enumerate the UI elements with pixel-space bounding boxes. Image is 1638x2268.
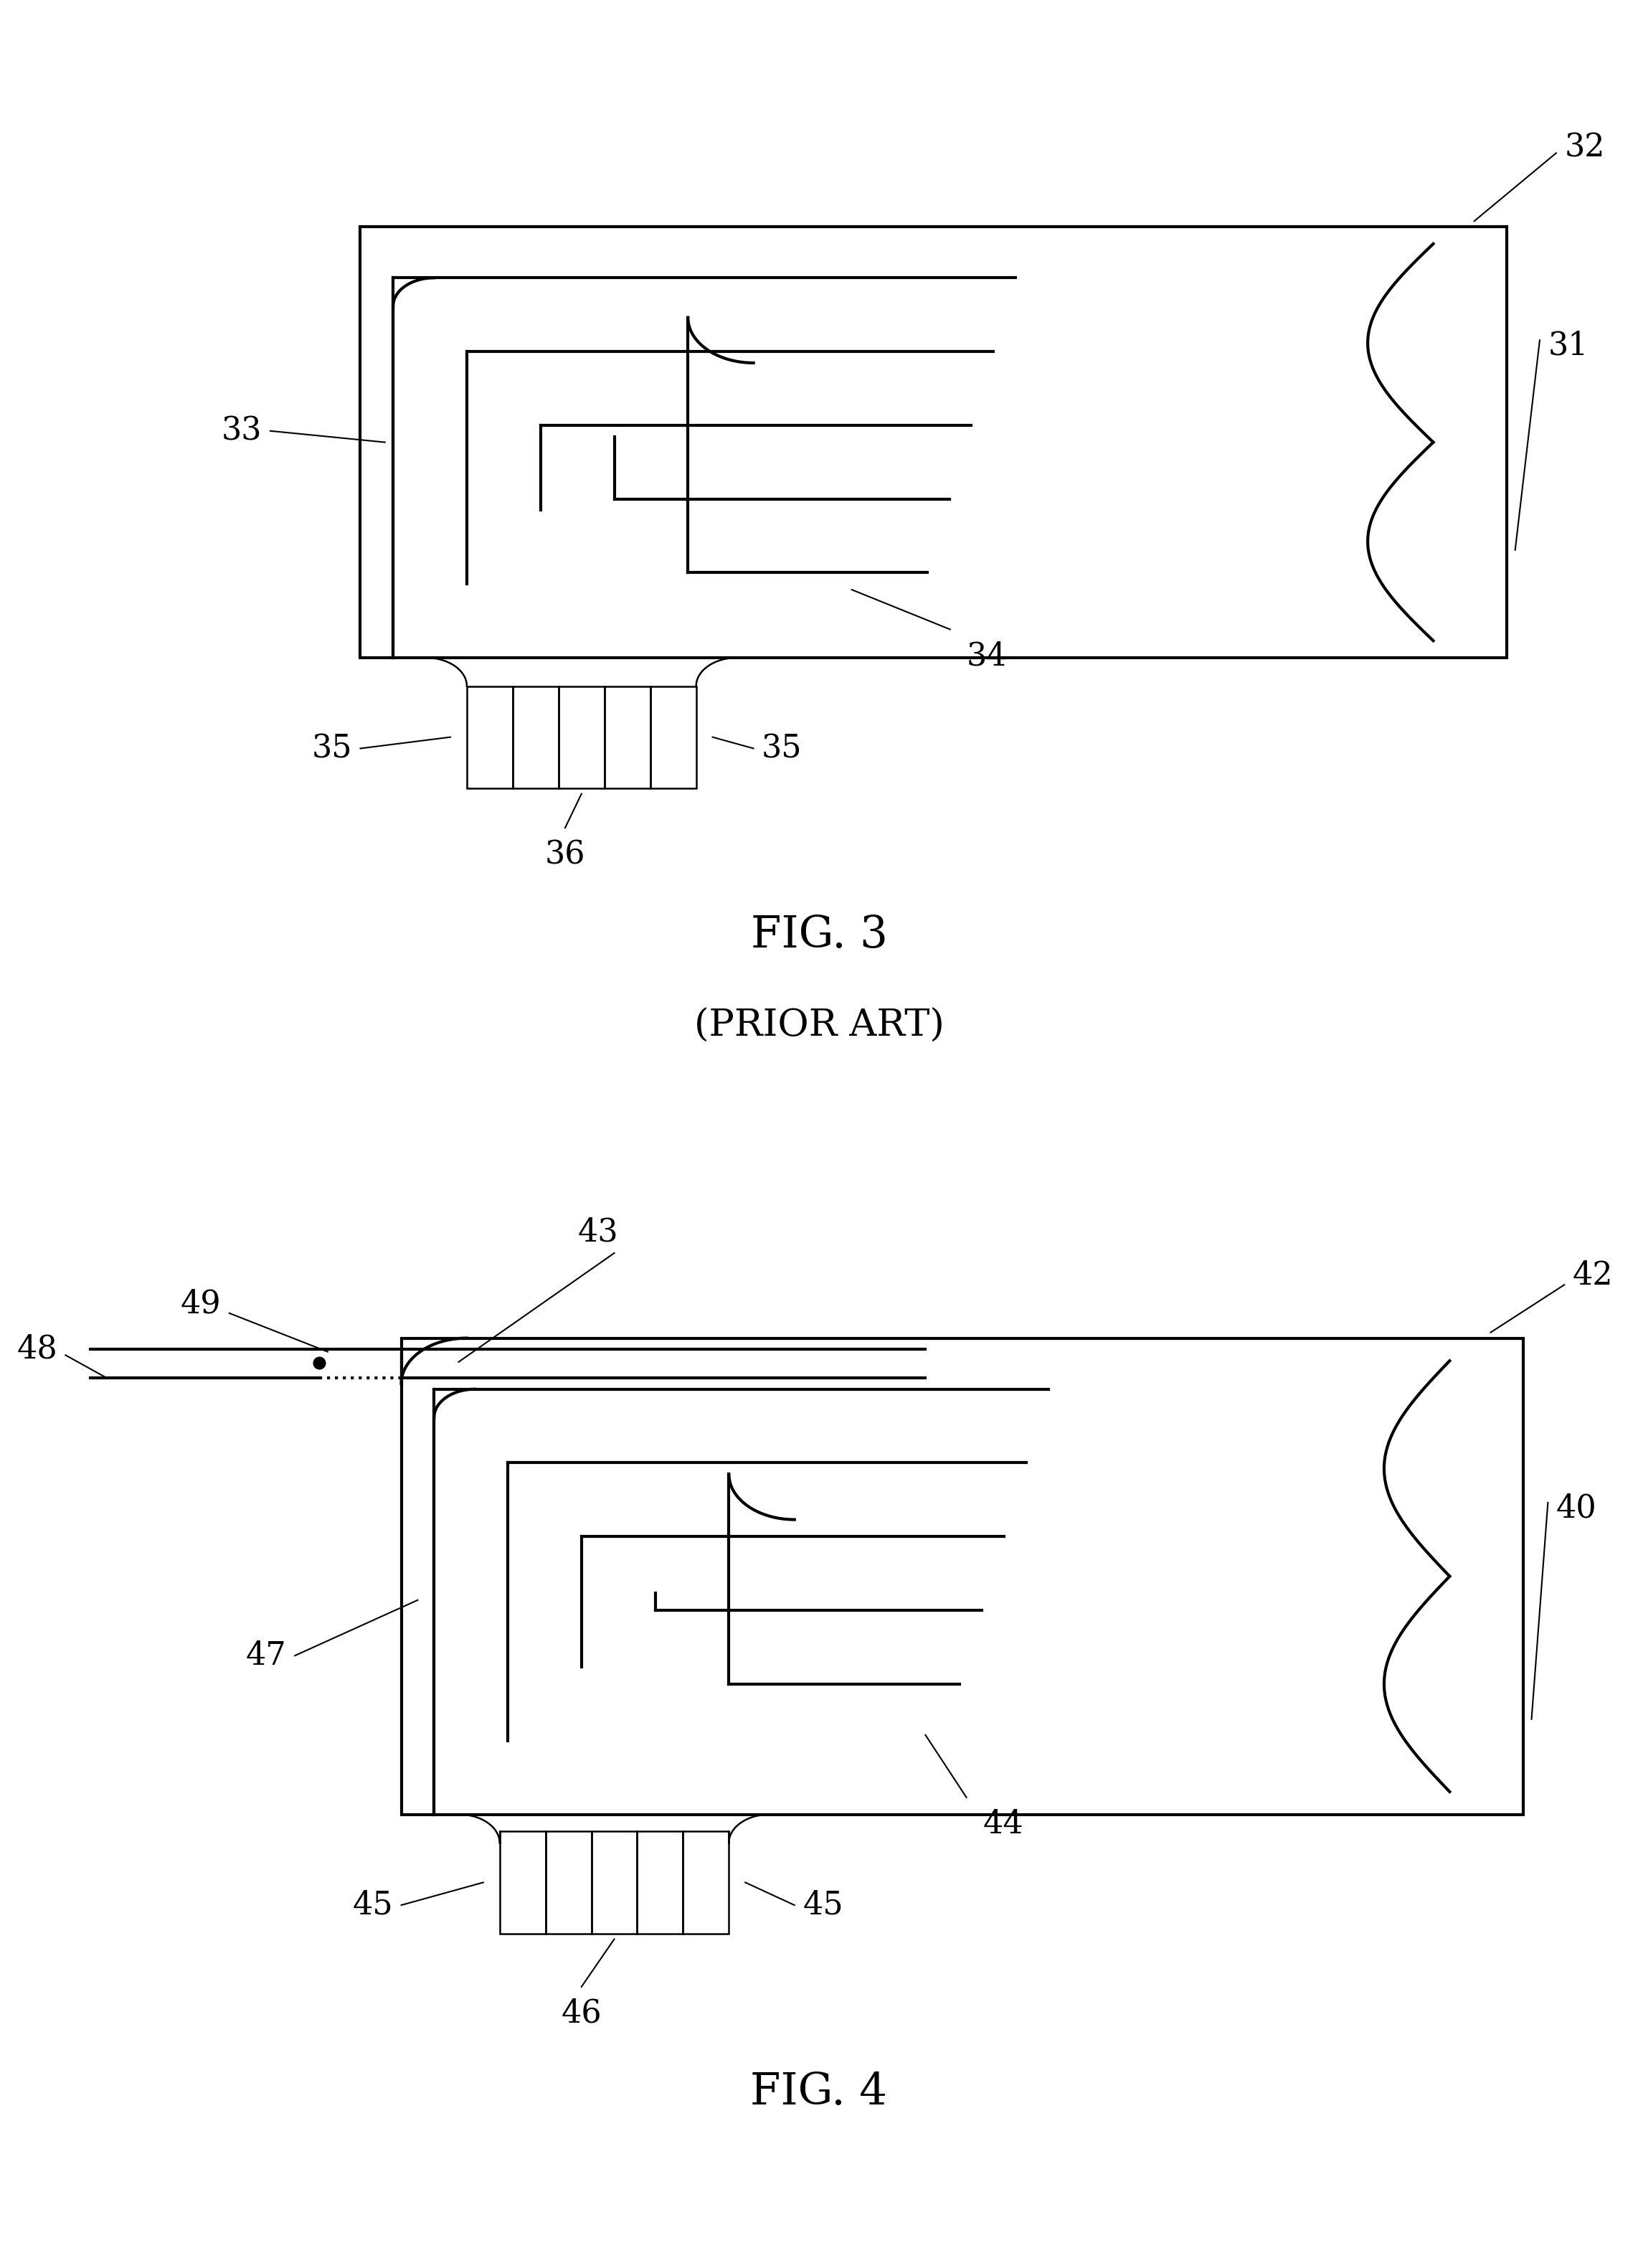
Text: 45: 45 (352, 1889, 393, 1921)
Text: 35: 35 (762, 733, 803, 764)
Bar (604, 685, 650, 789)
Text: 32: 32 (1564, 132, 1605, 163)
Bar (637, 1833, 683, 1932)
Bar (591, 1833, 637, 1932)
Text: 36: 36 (545, 839, 585, 871)
Text: 45: 45 (803, 1889, 844, 1921)
Text: 48: 48 (16, 1334, 57, 1365)
Text: FIG. 3: FIG. 3 (750, 914, 888, 957)
Text: 40: 40 (1556, 1492, 1597, 1524)
Bar (500, 1833, 545, 1932)
Bar (360, 227, 1507, 658)
Text: 44: 44 (983, 1810, 1024, 1839)
Text: 43: 43 (578, 1216, 618, 1247)
Bar (683, 1833, 729, 1932)
Text: FIG. 4: FIG. 4 (750, 2071, 888, 2114)
Bar (650, 685, 696, 789)
Bar (545, 1833, 591, 1932)
Bar (559, 685, 604, 789)
Text: 35: 35 (311, 733, 352, 764)
Bar (467, 685, 513, 789)
Text: 42: 42 (1572, 1261, 1613, 1290)
Text: 34: 34 (966, 640, 1007, 671)
Bar (401, 1338, 1523, 1814)
Bar (513, 685, 559, 789)
Text: (PRIOR ART): (PRIOR ART) (695, 1007, 943, 1046)
Text: 31: 31 (1548, 331, 1589, 361)
Text: 47: 47 (246, 1640, 287, 1672)
Text: 49: 49 (180, 1288, 221, 1320)
Text: 46: 46 (562, 1998, 601, 2030)
Text: 33: 33 (221, 415, 262, 447)
